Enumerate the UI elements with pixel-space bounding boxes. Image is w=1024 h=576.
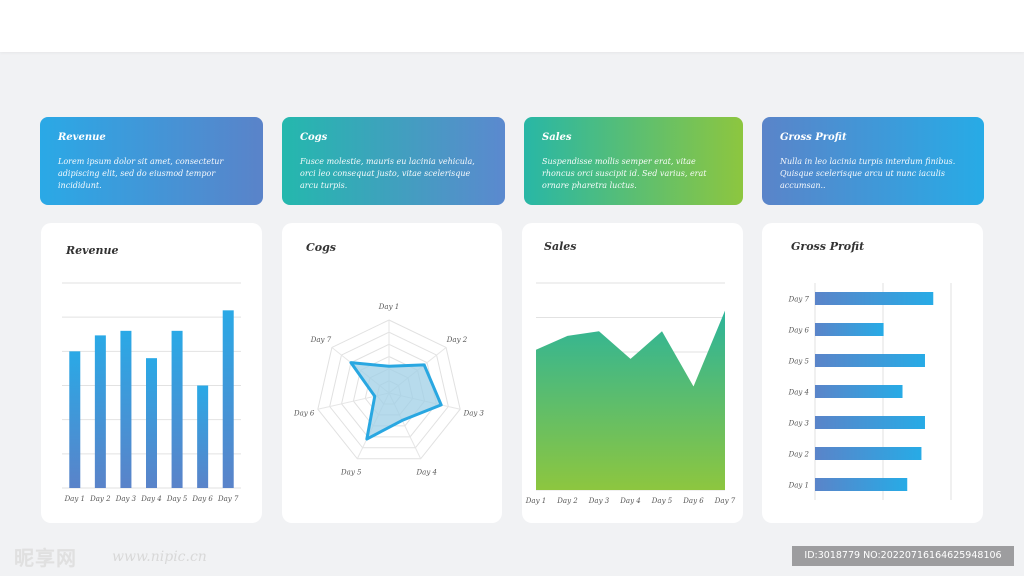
x-tick-label: Day 1	[64, 495, 85, 503]
radar-ring	[341, 343, 437, 438]
bar	[146, 358, 157, 488]
watermark-logo: 昵享网	[14, 546, 77, 570]
watermark-id: ID:3018779 NO:20220716164625948106	[792, 546, 1014, 566]
chart-title: Revenue	[65, 244, 119, 257]
x-tick-label: Day 7	[714, 497, 736, 505]
axis-label: Day 2	[446, 336, 468, 344]
chart-title: Sales	[544, 240, 576, 253]
bar	[815, 416, 925, 429]
x-tick-label: Day 6	[682, 497, 704, 505]
sales-chart-card: Sales Day 1 Day 2 Day 3 Day 4 Day 5 Day 6 Day …	[522, 223, 743, 523]
summary-card-cogs: Cogs Fusce molestie, mauris eu lacinia v…	[282, 117, 505, 205]
axis-label: Day 3	[463, 409, 485, 417]
cogs-radar-chart: Cogs Day 1 Day 2 Day 3 Day 4 Day 5 Day 6 Day 7	[293, 241, 485, 476]
bar	[815, 292, 934, 305]
bar	[815, 323, 884, 336]
y-tick-label: Day 3	[788, 420, 810, 428]
radar-ring	[329, 331, 449, 449]
top-bar	[0, 0, 1024, 52]
axis-label: Day 1	[378, 303, 399, 311]
bar	[197, 385, 209, 488]
y-tick-label: Day 5	[788, 358, 810, 366]
x-tick-label: Day 1	[525, 497, 546, 505]
radar-ring	[317, 319, 461, 460]
summary-card-sales: Sales Suspendisse mollis semper erat, vi…	[524, 117, 743, 205]
revenue-bar-chart: Revenue Day 1 Day 2 Day 3 Day 4 Day 5 Day 6 Da…	[62, 244, 241, 503]
chart-title: Cogs	[306, 241, 336, 254]
x-tick-label: Day 3	[115, 495, 137, 503]
bar	[120, 330, 132, 488]
summary-card-title: Revenue	[58, 132, 106, 143]
bar	[222, 310, 234, 488]
x-tick-label: Day 2	[89, 495, 111, 503]
watermark-url: www.nipic.cn	[112, 549, 207, 565]
y-tick-label: Day 6	[788, 327, 810, 335]
y-tick-label: Day 4	[788, 389, 809, 397]
summary-card-title: Gross Profit	[780, 132, 847, 143]
x-tick-label: Day 5	[651, 497, 673, 505]
x-tick-label: Day 5	[166, 495, 188, 503]
bar	[815, 385, 903, 398]
axis-label: Day 6	[293, 409, 315, 417]
x-tick-label: Day 4	[619, 497, 640, 505]
summary-card-text: Lorem ipsum dolor sit amet, consectetur …	[58, 157, 224, 190]
bar	[815, 354, 925, 367]
bar	[815, 447, 922, 460]
area-series	[536, 310, 725, 490]
x-tick-label: Day 3	[588, 497, 610, 505]
cogs-chart-card: Cogs Day 1 Day 2 Day 3 Day 4 Day 5 Day 6 Day 7	[282, 223, 502, 523]
chart-title: Gross Profit	[791, 240, 864, 253]
axis-label: Day 7	[310, 336, 332, 344]
x-tick-label: Day 2	[556, 497, 578, 505]
axis-label: Day 5	[340, 468, 362, 476]
y-tick-label: Day 7	[788, 296, 810, 304]
summary-card-gross-profit: Gross Profit Nulla in leo lacinia turpis…	[762, 117, 984, 205]
y-tick-label: Day 1	[788, 482, 809, 490]
sales-area-chart: Sales Day 1 Day 2 Day 3 Day 4 Day 5 Day 6 Day …	[525, 240, 736, 505]
bar	[94, 335, 106, 488]
summary-card-title: Cogs	[300, 132, 328, 143]
summary-card-text: Nulla in leo lacinia turpis interdum fin…	[780, 157, 956, 190]
radar-series-area	[349, 361, 443, 441]
summary-card-title: Sales	[542, 132, 572, 143]
bar	[69, 351, 81, 488]
summary-card-text: Suspendisse mollis semper erat, vitae rh…	[542, 157, 707, 190]
y-tick-label: Day 2	[788, 451, 810, 459]
x-tick-label: Day 6	[191, 495, 213, 503]
x-tick-label: Day 7	[217, 495, 239, 503]
gross-profit-hbar-chart: Gross Profit Day 7 Day 6 Day 5 Day 4 Day 3 Da…	[788, 240, 952, 500]
bar	[171, 330, 183, 488]
summary-card-text: Fusce molestie, mauris eu lacinia vehicu…	[300, 157, 475, 190]
summary-card-revenue: Revenue Lorem ipsum dolor sit amet, cons…	[40, 117, 263, 205]
revenue-chart-card: Revenue Day 1 Day 2 Day 3 Day 4 Day 5 Day 6 Da…	[41, 223, 262, 523]
axis-label: Day 4	[416, 468, 437, 476]
gross-profit-chart-card: Gross Profit Day 7 Day 6 Day 5 Day 4 Day 3 Da…	[762, 223, 983, 523]
bar	[815, 478, 908, 491]
x-tick-label: Day 4	[140, 495, 161, 503]
